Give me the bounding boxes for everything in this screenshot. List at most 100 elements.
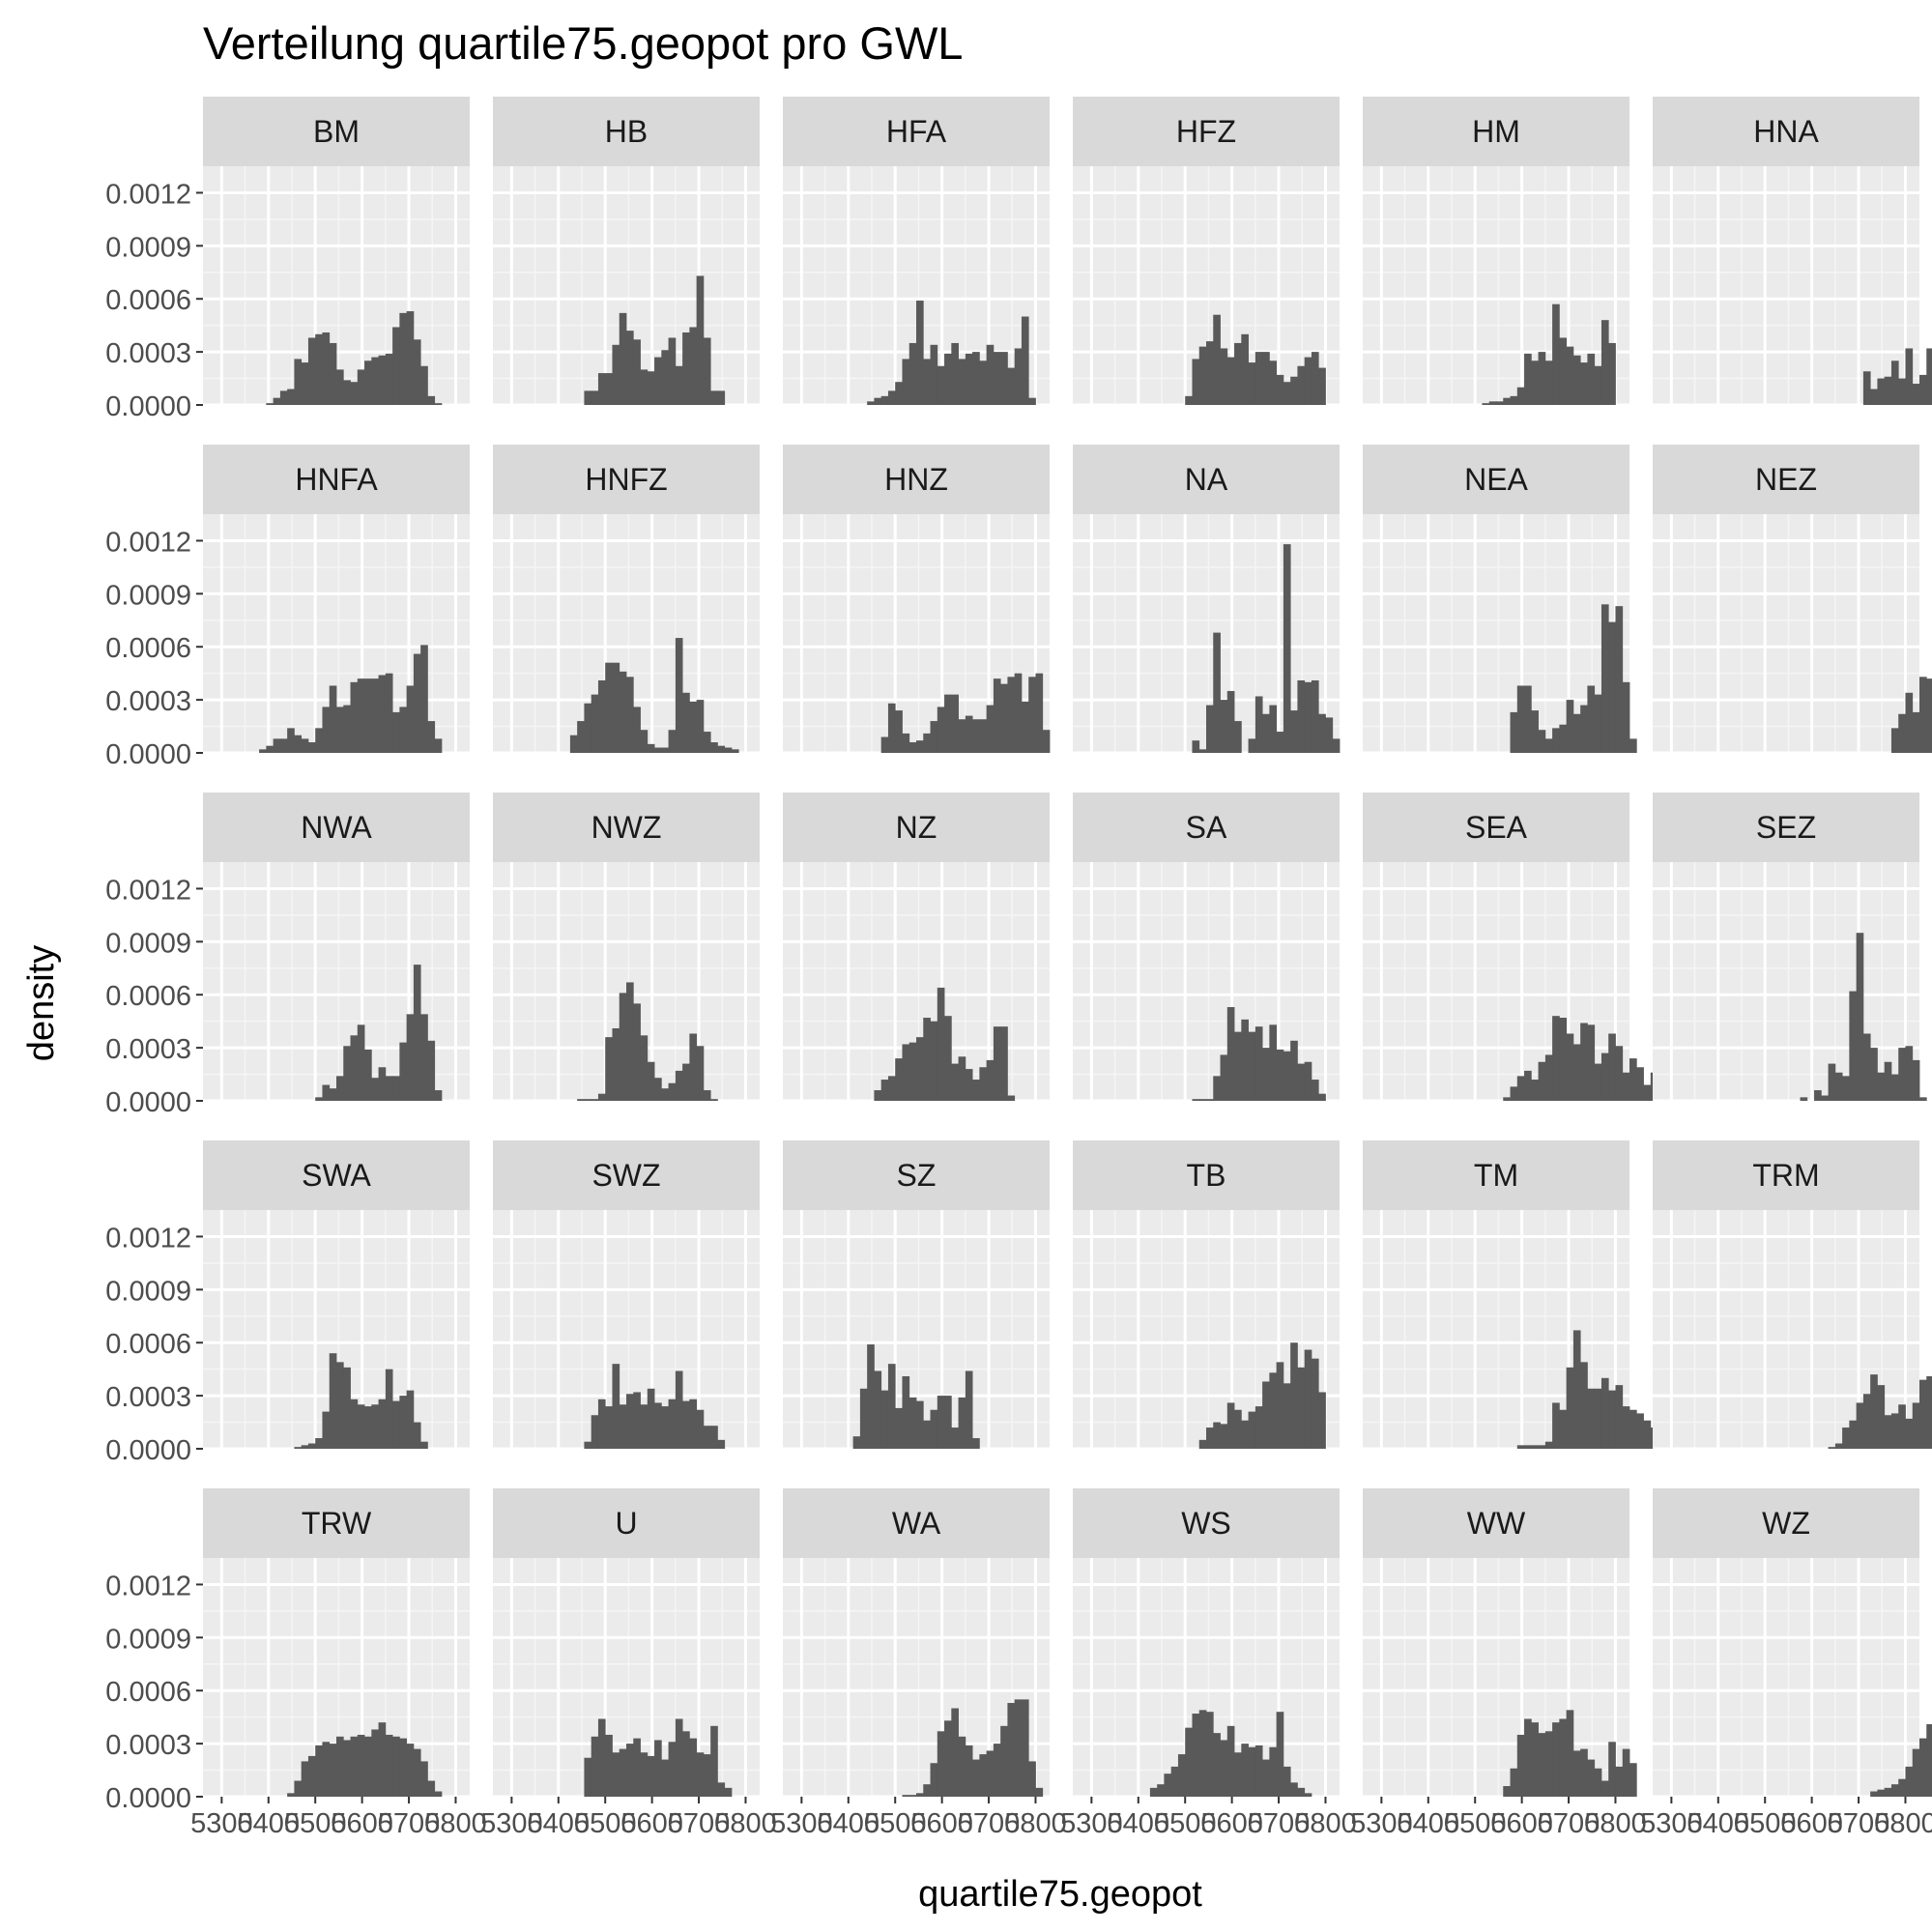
histogram-bar bbox=[294, 1447, 303, 1449]
histogram-bar bbox=[591, 694, 599, 753]
facet-strip bbox=[1073, 1140, 1340, 1210]
histogram-bar bbox=[350, 1399, 359, 1449]
histogram-bar bbox=[626, 677, 634, 753]
facet-strip bbox=[1073, 793, 1340, 862]
histogram-bar bbox=[1877, 1072, 1886, 1101]
histogram-bar bbox=[993, 352, 1001, 405]
histogram-bar bbox=[1185, 395, 1193, 405]
facet-strip bbox=[1363, 1140, 1629, 1210]
histogram-bar bbox=[413, 653, 421, 753]
histogram-bar bbox=[1269, 1372, 1278, 1449]
histogram-bar bbox=[357, 1404, 365, 1449]
histogram-bar bbox=[315, 728, 323, 753]
histogram-bar bbox=[654, 1740, 662, 1797]
histogram-bar bbox=[1192, 740, 1200, 753]
histogram-bar bbox=[322, 1411, 331, 1449]
histogram-bar bbox=[923, 1784, 931, 1797]
histogram-bar bbox=[965, 1069, 973, 1101]
histogram-bar bbox=[689, 701, 698, 753]
histogram-bar bbox=[1510, 1768, 1518, 1797]
histogram-bar bbox=[717, 1782, 726, 1797]
histogram-bar bbox=[1587, 1388, 1596, 1449]
x-tick-label: 5300 bbox=[770, 1808, 833, 1839]
histogram-bar bbox=[406, 311, 415, 405]
histogram-bar bbox=[717, 745, 726, 753]
histogram-bar bbox=[993, 678, 1001, 753]
y-tick-label: 0.0009 bbox=[105, 580, 191, 611]
histogram-bar bbox=[1531, 360, 1539, 405]
histogram-bar bbox=[972, 1080, 980, 1101]
histogram-bar bbox=[1014, 673, 1023, 753]
x-tick-label: 5400 bbox=[1108, 1808, 1170, 1839]
histogram-bar bbox=[279, 390, 288, 405]
histogram-bar bbox=[1814, 1090, 1822, 1101]
histogram-bar bbox=[1241, 1019, 1249, 1101]
histogram-bar bbox=[1898, 713, 1906, 753]
histogram-bar bbox=[908, 1397, 917, 1449]
histogram-bar bbox=[287, 389, 295, 405]
histogram-bar bbox=[1919, 374, 1927, 405]
histogram-bar bbox=[1035, 1787, 1044, 1797]
histogram-bar bbox=[902, 1044, 910, 1101]
histogram-bar bbox=[434, 403, 443, 405]
x-tick-label: 5800 bbox=[424, 1808, 487, 1839]
histogram-bar bbox=[1035, 673, 1044, 753]
histogram-bar bbox=[696, 1046, 705, 1101]
histogram-bar bbox=[1629, 1409, 1637, 1449]
histogram-bar bbox=[1884, 1415, 1892, 1449]
x-tick-label: 5600 bbox=[620, 1808, 683, 1839]
x-tick-label: 5300 bbox=[1350, 1808, 1413, 1839]
y-tick-label: 0.0003 bbox=[105, 1730, 191, 1761]
histogram-bar bbox=[301, 1761, 309, 1797]
histogram-bar bbox=[584, 390, 592, 405]
histogram-bar bbox=[279, 738, 288, 753]
histogram-bar bbox=[1248, 362, 1256, 405]
histogram-bar bbox=[668, 1742, 677, 1797]
histogram-bar bbox=[1834, 1443, 1843, 1449]
histogram-bar bbox=[364, 360, 372, 405]
histogram-bar bbox=[1177, 1754, 1186, 1797]
histogram-bar bbox=[413, 1748, 421, 1797]
histogram-bar bbox=[1213, 314, 1221, 405]
histogram-bar bbox=[1226, 1725, 1235, 1797]
histogram-bar bbox=[1870, 1791, 1878, 1797]
histogram-bar bbox=[1524, 1070, 1532, 1101]
histogram-bar bbox=[1503, 397, 1511, 405]
histogram-bar bbox=[420, 365, 428, 405]
histogram-bar bbox=[322, 1084, 331, 1101]
y-tick-label: 0.0003 bbox=[105, 1382, 191, 1413]
histogram-bar bbox=[668, 730, 677, 753]
histogram-bar bbox=[958, 1056, 966, 1101]
histogram-bar bbox=[937, 987, 945, 1101]
histogram-bar bbox=[1629, 1058, 1637, 1101]
histogram-bar bbox=[1615, 1385, 1624, 1449]
y-tick-label: 0.0003 bbox=[105, 338, 191, 369]
facet-strip bbox=[493, 1488, 760, 1558]
histogram-bar bbox=[1318, 1093, 1326, 1101]
histogram-bar bbox=[1572, 713, 1581, 753]
histogram-bar bbox=[1828, 1447, 1836, 1449]
x-tick-label: 5500 bbox=[1444, 1808, 1507, 1839]
facet-strip bbox=[493, 97, 760, 166]
histogram-bar bbox=[675, 365, 683, 405]
histogram-bar bbox=[1000, 352, 1008, 405]
histogram-bar bbox=[1007, 677, 1016, 753]
histogram-bar bbox=[1213, 1422, 1221, 1449]
histogram-bar bbox=[626, 1394, 634, 1449]
histogram-bar bbox=[577, 1099, 585, 1101]
histogram-bar bbox=[880, 1080, 889, 1101]
histogram-bar bbox=[1198, 1439, 1207, 1449]
histogram-bar bbox=[1007, 367, 1016, 405]
histogram-bar bbox=[1538, 1733, 1546, 1797]
histogram-bar bbox=[378, 1067, 387, 1101]
histogram-bar bbox=[1220, 348, 1228, 405]
histogram-bar bbox=[1042, 730, 1051, 753]
histogram-bar bbox=[654, 357, 662, 405]
y-tick-label: 0.0012 bbox=[105, 875, 191, 906]
histogram-bar bbox=[668, 1399, 677, 1449]
histogram-bar bbox=[1544, 1441, 1553, 1449]
x-tick-label: 5300 bbox=[190, 1808, 253, 1839]
facet-label: NA bbox=[1185, 462, 1228, 497]
histogram-bar bbox=[668, 337, 677, 405]
histogram-bar bbox=[597, 373, 606, 405]
